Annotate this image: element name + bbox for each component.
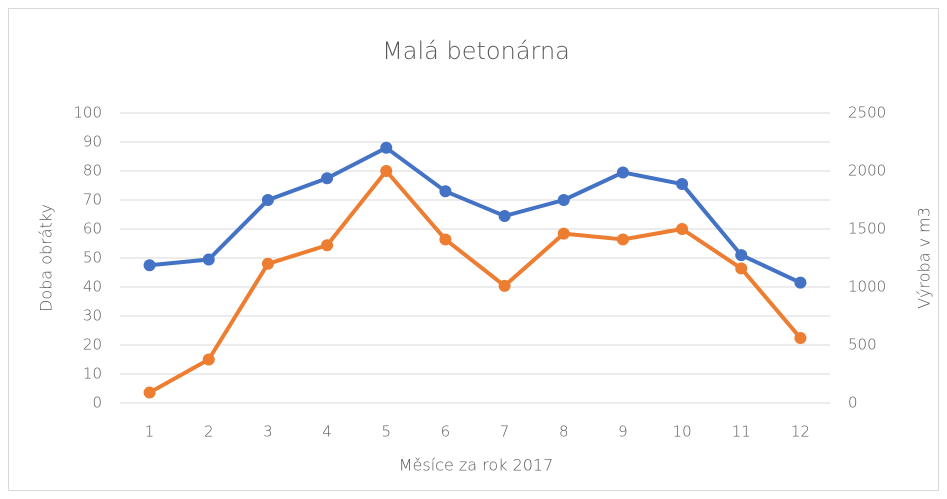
series-line bbox=[148, 169, 802, 395]
x-tick-label: 7 bbox=[500, 423, 510, 441]
data-point bbox=[143, 386, 156, 399]
data-point bbox=[261, 257, 274, 270]
y-tick-label: 60 bbox=[83, 220, 102, 238]
y-tick-label: 70 bbox=[83, 191, 102, 209]
data-point bbox=[794, 332, 807, 345]
x-tick-label: 11 bbox=[732, 423, 751, 441]
x-tick-label: 4 bbox=[322, 423, 332, 441]
x-tick-label: 1 bbox=[145, 423, 155, 441]
data-point bbox=[321, 239, 334, 252]
y2-axis-label: Výroba v m3 bbox=[915, 207, 934, 309]
y-tick-label: 100 bbox=[73, 104, 102, 122]
y-axis-label: Doba obrátky bbox=[37, 204, 56, 312]
data-point bbox=[380, 165, 393, 177]
y-tick-label: 10 bbox=[83, 365, 102, 383]
data-point bbox=[498, 209, 511, 222]
y2-tick-label: 1500 bbox=[848, 220, 886, 238]
y2-tick-label: 1000 bbox=[848, 278, 886, 296]
data-point bbox=[498, 279, 511, 292]
data-point bbox=[616, 166, 629, 179]
data-point bbox=[616, 233, 629, 246]
x-tick-label: 6 bbox=[441, 423, 451, 441]
y-tick-label: 80 bbox=[83, 162, 102, 180]
data-point bbox=[143, 259, 156, 272]
data-point bbox=[261, 194, 274, 206]
data-point bbox=[557, 227, 570, 240]
data-point bbox=[676, 223, 689, 235]
x-tick-label: 2 bbox=[204, 423, 214, 441]
x-axis-label: Měsíce za rok 2017 bbox=[399, 456, 554, 475]
data-point bbox=[202, 253, 215, 266]
x-tick-label: 5 bbox=[381, 423, 391, 441]
x-tick-label: 10 bbox=[673, 423, 692, 441]
x-tick-label: 8 bbox=[559, 423, 569, 441]
data-point bbox=[794, 276, 807, 289]
y-tick-label: 50 bbox=[83, 249, 102, 267]
y-tick-label: 20 bbox=[83, 336, 102, 354]
y2-tick-label: 2500 bbox=[848, 104, 886, 122]
y2-tick-label: 0 bbox=[848, 394, 858, 412]
series-line bbox=[149, 145, 802, 285]
data-point bbox=[380, 141, 393, 154]
y-tick-label: 90 bbox=[83, 133, 102, 151]
data-point bbox=[557, 194, 570, 206]
chart-title: Malá betonárna bbox=[382, 37, 570, 65]
y2-tick-label: 500 bbox=[848, 336, 877, 354]
x-tick-label: 12 bbox=[791, 423, 810, 441]
data-point bbox=[735, 262, 748, 275]
y-tick-label: 40 bbox=[83, 278, 102, 296]
x-tick-label: 3 bbox=[263, 423, 273, 441]
data-point bbox=[321, 172, 334, 185]
data-point bbox=[439, 185, 452, 198]
data-point bbox=[735, 249, 748, 262]
data-point bbox=[676, 178, 689, 191]
data-point bbox=[439, 233, 452, 246]
y2-tick-label: 2000 bbox=[848, 162, 886, 180]
y-tick-label: 0 bbox=[92, 394, 102, 412]
x-tick-label: 9 bbox=[618, 423, 628, 441]
data-point bbox=[202, 353, 215, 366]
y-tick-label: 30 bbox=[83, 307, 102, 325]
chart-frame bbox=[8, 8, 939, 491]
